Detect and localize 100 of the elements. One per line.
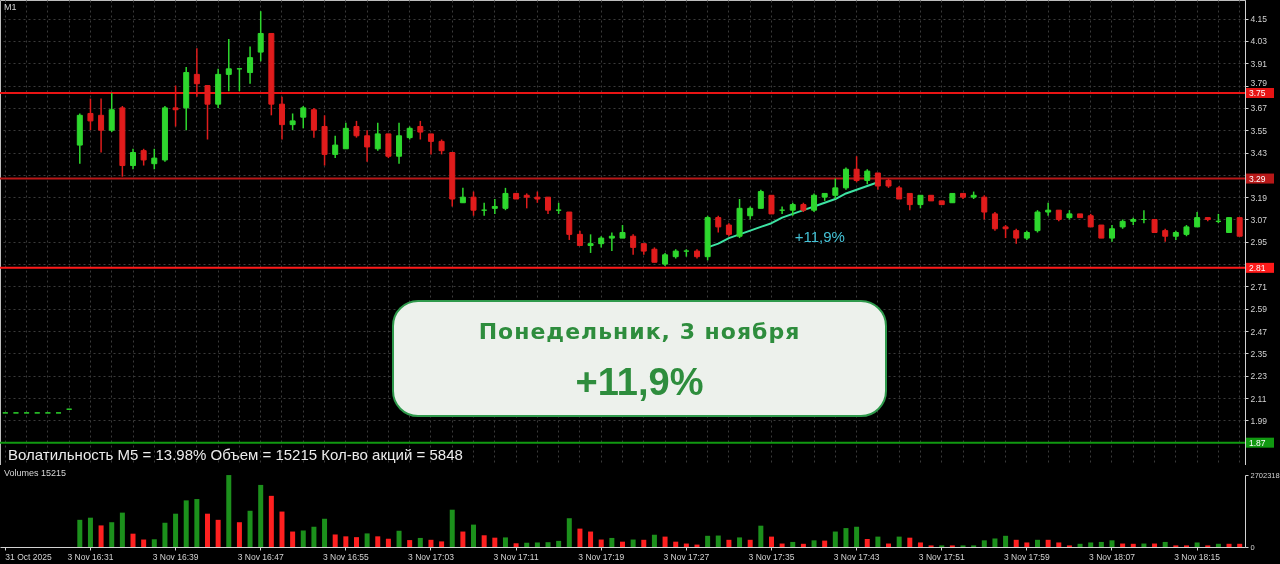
bar	[1045, 539, 1051, 547]
bar	[737, 537, 743, 547]
bar	[98, 525, 104, 547]
bar	[492, 537, 498, 547]
bar	[620, 541, 625, 547]
y-tick-label: 3.67	[1250, 103, 1268, 114]
bar	[268, 495, 274, 547]
bar	[854, 526, 860, 547]
bar	[407, 540, 413, 547]
bar	[279, 511, 285, 547]
bar	[194, 499, 200, 547]
bar	[768, 536, 774, 547]
bar	[1013, 539, 1019, 547]
bar	[1035, 539, 1040, 547]
ref-line-label: 3.75	[1249, 88, 1266, 98]
annotation: +11,9%	[794, 227, 845, 245]
candlestick	[768, 194, 775, 215]
bar	[439, 541, 445, 547]
x-tick-label: 3 Nov 17:35	[748, 551, 795, 562]
y-tick-label: 2.11	[1250, 393, 1267, 404]
candlestick	[300, 105, 307, 130]
bar	[630, 539, 636, 547]
bar	[588, 531, 594, 547]
bar	[109, 522, 115, 547]
candlestick	[566, 211, 573, 241]
bar	[364, 533, 370, 547]
bar	[77, 519, 83, 547]
bar	[502, 537, 508, 547]
bar	[534, 542, 540, 547]
candlestick	[427, 133, 434, 156]
bar	[896, 536, 902, 547]
candlestick	[385, 133, 392, 159]
bar	[247, 510, 253, 547]
ref-line-label: 3.29	[1249, 173, 1266, 184]
y-tick-label: 3.55	[1250, 125, 1268, 136]
y-tick-label: 2.59	[1250, 304, 1268, 315]
bar	[215, 519, 221, 547]
x-tick-label: 3 Nov 16:31	[67, 551, 114, 562]
bar	[375, 536, 381, 547]
bar	[609, 537, 615, 547]
bar	[236, 522, 242, 547]
x-tick-label: 3 Nov 17:03	[408, 551, 455, 562]
x-tick-label: 3 Nov 17:11	[493, 551, 539, 562]
y-tick-label: 2.35	[1250, 348, 1268, 359]
bar	[385, 538, 391, 547]
bar	[417, 537, 423, 547]
candlestick	[630, 233, 637, 256]
bar	[577, 528, 583, 547]
bar	[311, 526, 317, 547]
bar	[130, 533, 136, 547]
candlestick	[757, 188, 764, 210]
bar	[1237, 543, 1243, 547]
bar	[726, 539, 732, 547]
candlestick	[1236, 216, 1243, 237]
bar	[822, 540, 828, 547]
bar	[566, 518, 572, 547]
bar	[811, 540, 817, 547]
x-tick-label: 3 Nov 16:39	[152, 551, 199, 562]
bar	[1162, 541, 1168, 547]
bar	[981, 540, 987, 547]
candlestick	[342, 122, 349, 150]
candlestick	[853, 155, 860, 184]
x-tick-label: 3 Nov 18:07	[1089, 551, 1136, 562]
candlestick	[587, 233, 594, 254]
candlestick	[257, 10, 264, 63]
bar	[162, 522, 168, 547]
bar	[513, 543, 519, 547]
x-tick-label: 31 Oct 2025	[5, 551, 52, 562]
candlestick	[108, 92, 115, 133]
ref-line-label: 2.81	[1249, 262, 1266, 273]
candlestick	[981, 194, 988, 221]
bar	[832, 531, 838, 547]
bar	[481, 535, 487, 547]
candlestick	[151, 148, 158, 171]
y-tick-label: 2.23	[1250, 371, 1268, 382]
bar	[1194, 542, 1200, 547]
bar	[322, 518, 328, 547]
bar	[1215, 543, 1221, 547]
candlestick	[991, 211, 998, 232]
candlestick	[470, 190, 477, 217]
candlestick	[130, 148, 137, 171]
candlestick	[310, 107, 317, 139]
bar	[1226, 543, 1232, 547]
candlestick	[842, 166, 849, 191]
bar	[353, 537, 359, 547]
bar	[87, 517, 93, 547]
candlestick	[278, 95, 285, 141]
y-tick-label: 3.79	[1250, 77, 1268, 88]
bar	[545, 542, 551, 547]
y-tick-label: 2.47	[1250, 326, 1268, 337]
bar	[1088, 542, 1094, 547]
bar	[556, 540, 562, 547]
annotation: Понедельник, 3 ноября	[478, 319, 801, 344]
bar	[875, 536, 881, 547]
y-tick-label: 3.07	[1250, 214, 1268, 225]
bar	[651, 534, 657, 547]
y-tick-label: 3.91	[1250, 58, 1268, 69]
bar	[992, 538, 998, 547]
bar	[141, 539, 147, 547]
bar	[226, 475, 232, 547]
